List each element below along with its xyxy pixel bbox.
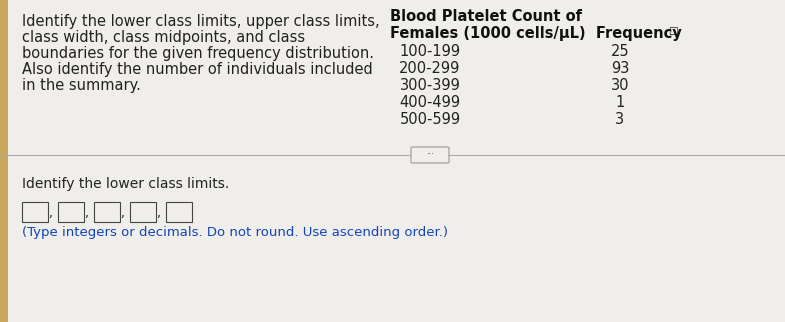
Text: Also identify the number of individuals included: Also identify the number of individuals … bbox=[22, 62, 373, 77]
FancyBboxPatch shape bbox=[411, 147, 449, 163]
Bar bbox=[94, 202, 120, 222]
Text: Females (1000 cells/μL)  Frequency: Females (1000 cells/μL) Frequency bbox=[390, 26, 681, 41]
Text: Identify the lower class limits, upper class limits,: Identify the lower class limits, upper c… bbox=[22, 14, 380, 29]
Text: 1: 1 bbox=[615, 95, 625, 110]
Text: Blood Platelet Count of: Blood Platelet Count of bbox=[390, 9, 582, 24]
Text: boundaries for the given frequency distribution.: boundaries for the given frequency distr… bbox=[22, 46, 374, 61]
Text: in the summary.: in the summary. bbox=[22, 78, 141, 93]
Text: 3: 3 bbox=[615, 112, 625, 127]
Text: 200-299: 200-299 bbox=[400, 61, 461, 76]
Bar bbox=[22, 202, 48, 222]
Text: Identify the lower class limits.: Identify the lower class limits. bbox=[22, 177, 229, 191]
Bar bbox=[166, 202, 192, 222]
Bar bbox=[130, 202, 156, 222]
Text: ,: , bbox=[49, 207, 53, 220]
Text: 30: 30 bbox=[611, 78, 630, 93]
Text: 100-199: 100-199 bbox=[400, 44, 461, 59]
Text: 400-499: 400-499 bbox=[400, 95, 461, 110]
Text: 500-599: 500-599 bbox=[400, 112, 461, 127]
Text: 25: 25 bbox=[611, 44, 630, 59]
Text: ,: , bbox=[157, 207, 161, 220]
Text: □: □ bbox=[668, 26, 677, 36]
Bar bbox=[0, 0, 8, 322]
Text: ,: , bbox=[121, 207, 125, 220]
Text: ···: ··· bbox=[426, 150, 434, 159]
Bar bbox=[0, 155, 785, 322]
Text: ,: , bbox=[85, 207, 89, 220]
Bar bbox=[0, 0, 785, 155]
Text: (Type integers or decimals. Do not round. Use ascending order.): (Type integers or decimals. Do not round… bbox=[22, 226, 448, 239]
Bar bbox=[58, 202, 84, 222]
Text: 300-399: 300-399 bbox=[400, 78, 461, 93]
Text: class width, class midpoints, and class: class width, class midpoints, and class bbox=[22, 30, 305, 45]
Text: 93: 93 bbox=[611, 61, 630, 76]
